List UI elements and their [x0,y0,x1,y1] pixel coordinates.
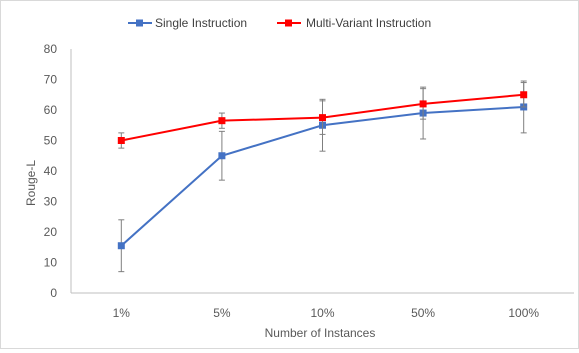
legend-item-single-instruction: Single Instruction [128,16,247,30]
y-tick-label: 50 [44,134,58,148]
data-point [520,91,528,99]
y-tick-label: 30 [44,195,58,209]
legend-label-multi-variant-instruction: Multi-Variant Instruction [306,16,431,30]
line-chart: Single Instruction Multi-Variant Instruc… [24,16,574,340]
legend-label-single-instruction: Single Instruction [155,16,247,30]
x-tick-label: 10% [310,306,334,320]
y-tick-label: 70 [44,73,58,87]
plot-series [117,80,528,273]
data-point [218,117,226,125]
legend-marker-single-instruction [136,19,143,27]
x-tick-label: 1% [113,306,131,320]
x-axis-title: Number of Instances [265,326,376,340]
y-tick-label: 60 [44,103,58,117]
x-tick-label: 50% [411,306,435,320]
legend-marker-multi-variant-instruction [285,19,292,27]
y-axis: 0 10 20 30 40 50 60 70 80 [44,42,72,300]
data-point [319,114,326,122]
legend: Single Instruction Multi-Variant Instruc… [128,16,431,30]
data-point [218,152,226,160]
data-point [117,242,125,250]
x-axis: 1% 5% 10% 50% 100% [71,292,574,320]
data-point [117,137,125,144]
y-tick-label: 10 [44,256,58,270]
y-tick-label: 20 [44,225,58,239]
series-multi-variant-instruction [117,82,528,149]
y-tick-label: 0 [50,286,57,300]
data-point [419,100,427,108]
y-tick-label: 80 [44,42,58,56]
legend-item-multi-variant-instruction: Multi-Variant Instruction [277,16,431,30]
x-tick-label: 5% [213,306,231,320]
y-tick-label: 40 [44,164,58,178]
x-tick-label: 100% [508,306,539,320]
y-axis-title: Rouge-L [24,160,38,206]
